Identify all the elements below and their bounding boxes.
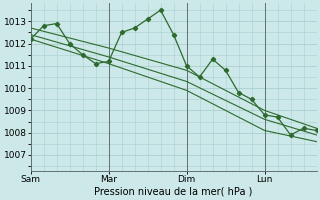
X-axis label: Pression niveau de la mer( hPa ): Pression niveau de la mer( hPa ): [94, 187, 253, 197]
